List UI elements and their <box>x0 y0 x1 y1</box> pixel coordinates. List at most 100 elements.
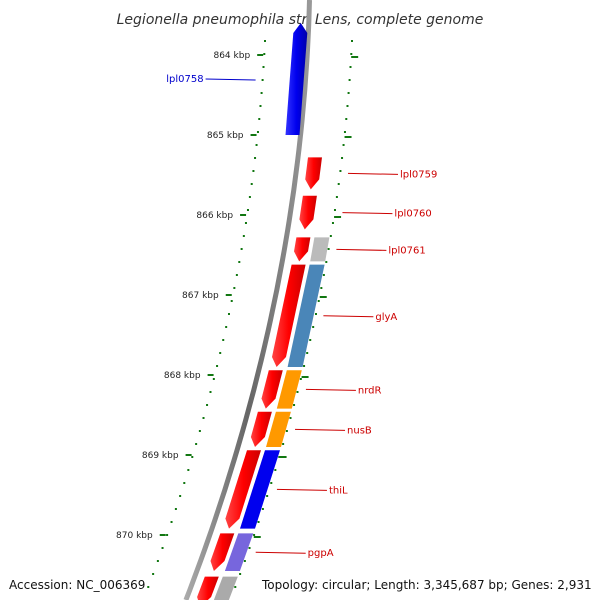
inner-ring-dot <box>256 131 259 133</box>
inner-ring-dot <box>170 521 173 523</box>
gene-label-leader <box>342 212 393 215</box>
outer-ring-dot <box>306 352 309 354</box>
outer-ring-dot <box>257 521 260 523</box>
inner-ring-dot <box>161 547 164 549</box>
inner-ring-dot <box>206 404 209 406</box>
genome-summary-label: Topology: circular; Length: 3,345,687 bp… <box>262 578 592 592</box>
inner-ring-dot <box>244 222 247 224</box>
outer-ring-dot <box>322 274 325 276</box>
inner-ring-dot <box>222 339 225 341</box>
cog-band-nusb <box>266 411 291 447</box>
inner-ring-dot <box>263 53 266 55</box>
outer-ring-dot <box>337 183 340 185</box>
inner-ring-dot <box>261 79 264 81</box>
outer-ring-dot <box>348 79 351 81</box>
outer-ring-dot <box>333 209 336 211</box>
inner-ring-dot <box>235 274 238 276</box>
gene-arrow-pgpa <box>210 533 235 571</box>
outer-ring-dot <box>341 157 344 159</box>
outer-ring-dot <box>317 300 320 302</box>
inner-ring-dot <box>187 469 190 471</box>
outer-ring-dot <box>270 482 273 484</box>
outer-ring-dot <box>299 378 302 380</box>
inner-ring-dot <box>230 300 233 302</box>
outer-ring-dot <box>234 586 237 588</box>
tracks-layer <box>147 0 353 601</box>
outer-ring-dot <box>261 508 264 510</box>
gene-arrow-lpl0759 <box>305 157 322 190</box>
outer-ring-dot <box>243 560 246 562</box>
scale-tick-label: 865 kbp <box>207 131 244 141</box>
outer-ring-dot <box>346 105 349 107</box>
gene-label-leader <box>323 315 374 318</box>
outer-ring-dot <box>303 365 306 367</box>
cog-band-lpl0761 <box>310 237 330 262</box>
outer-ring-dot <box>296 391 299 393</box>
inner-ring-dot <box>147 586 150 588</box>
outer-ring-dot <box>347 92 350 94</box>
outer-ring-dot <box>335 196 338 198</box>
gene-label-leader <box>347 172 399 175</box>
cog-band-thil <box>240 450 280 529</box>
outer-ring-dot <box>289 417 292 419</box>
inner-ring-dot <box>262 66 265 68</box>
scale-tick-label: 868 kbp <box>164 371 201 381</box>
cog-band-nrdr <box>276 370 302 409</box>
inner-ring-dot <box>254 157 257 159</box>
inner-ring-dot <box>179 495 182 497</box>
cog-band-glya <box>287 264 325 367</box>
genes-layer <box>197 23 330 604</box>
gene-label-lpl0758: lpl0758 <box>166 74 203 85</box>
inner-ring-dot <box>258 118 261 120</box>
outer-ring-dot <box>314 313 317 315</box>
gene-label-leader <box>295 428 346 431</box>
gene-label-pgpa: pgpA <box>308 548 334 559</box>
outer-ring-dot <box>278 456 281 458</box>
gene-label-thil: thiL <box>329 485 348 496</box>
inner-ring-dot <box>195 443 198 445</box>
outer-ring-dot <box>350 53 353 55</box>
inner-ring-dot <box>250 183 253 185</box>
inner-ring-dot <box>246 209 249 211</box>
inner-ring-dot <box>252 170 255 172</box>
outer-ring-dot <box>312 326 315 328</box>
scale-tick-label: 870 kbp <box>116 531 153 541</box>
gene-label-lpl0759: lpl0759 <box>400 169 437 180</box>
inner-ring-dot <box>242 235 245 237</box>
outer-ring-dot <box>266 495 269 497</box>
outer-ring-dot <box>345 118 348 120</box>
outer-ring-dot <box>285 430 288 432</box>
outer-ring-dot <box>351 40 353 42</box>
outer-ring-dot <box>320 287 323 289</box>
gene-label-lpl0761: lpl0761 <box>388 245 425 256</box>
gene-label-nrdr: nrdR <box>358 385 382 396</box>
cog-band-pgpa <box>224 533 254 571</box>
scale-tick-label: 864 kbp <box>213 51 250 61</box>
outer-ring-dot <box>239 573 242 575</box>
inner-ring-dot <box>191 456 194 458</box>
gene-arrow-glya <box>272 264 306 367</box>
gene-arrow-unnamed <box>197 576 219 604</box>
scale-ticks-layer: 864 kbp 865 kbp 866 kbp 867 kbp 868 kbp 869 k… <box>116 51 359 541</box>
gene-arrow-lpl0761 <box>294 237 311 262</box>
gene-arrow-thil <box>225 450 261 529</box>
scale-tick-label: 869 kbp <box>142 451 179 461</box>
inner-ring-dot <box>183 482 186 484</box>
inner-ring-dot <box>174 508 177 510</box>
outer-ring-dot <box>274 469 277 471</box>
inner-ring-dot <box>238 261 241 263</box>
inner-ring-dot <box>209 391 212 393</box>
outer-ring-dot <box>248 547 251 549</box>
inner-ring-dot <box>233 287 236 289</box>
outer-ring-dot <box>339 170 342 172</box>
outer-ring-dot <box>325 261 328 263</box>
outer-ring-dot <box>342 144 345 146</box>
inner-ring-dot <box>225 326 228 328</box>
gene-label-lpl0760: lpl0760 <box>394 209 431 220</box>
gene-arrow-lpl0758 <box>285 23 308 135</box>
outer-ring-dot <box>282 443 285 445</box>
gene-label-leader <box>276 488 327 491</box>
gene-label-nusb: nusB <box>347 425 372 436</box>
